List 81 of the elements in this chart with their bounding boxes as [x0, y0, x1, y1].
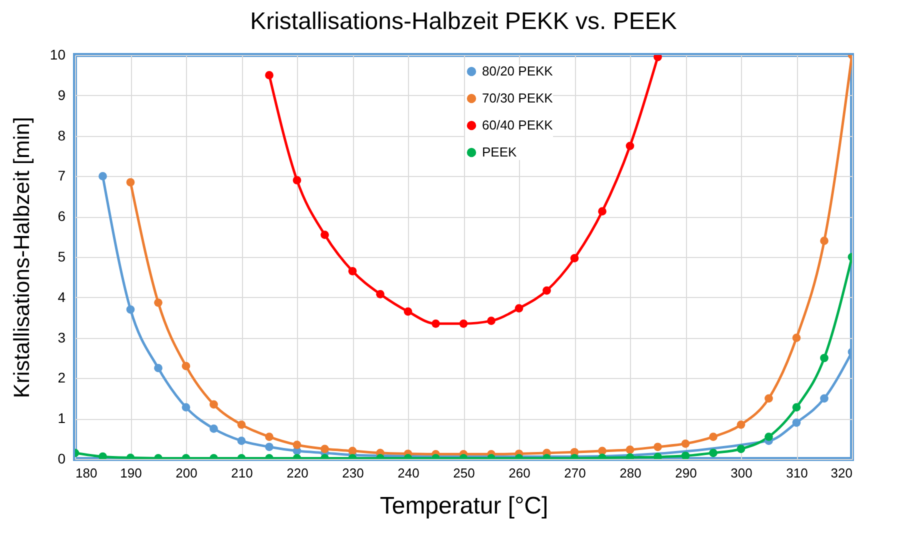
y-tick-label: 7 — [58, 168, 66, 184]
chart-title: Kristallisations-Halbzeit PEKK vs. PEEK — [250, 8, 677, 35]
point — [736, 444, 746, 454]
y-tick-label: 1 — [58, 410, 66, 426]
point — [376, 290, 384, 298]
legend-label: PEEK — [482, 144, 518, 160]
point — [820, 236, 828, 246]
point — [404, 307, 412, 316]
point — [237, 420, 246, 429]
x-tick-label: 230 — [342, 466, 364, 480]
point — [681, 452, 690, 459]
point — [598, 207, 606, 216]
x-tick-label: 220 — [286, 466, 308, 480]
x-tick-label: 250 — [453, 466, 475, 480]
x-tick-label: 290 — [675, 466, 697, 480]
point — [487, 316, 496, 326]
point — [98, 452, 107, 459]
y-tick-label: 5 — [58, 248, 66, 264]
y-tick-label: 9 — [58, 86, 66, 103]
x-tick-label: 260 — [508, 466, 530, 480]
point — [292, 440, 302, 450]
legend-label: 60/40 PEKK — [482, 118, 554, 132]
y-tick-label: 2 — [58, 370, 66, 386]
point — [182, 362, 190, 370]
x-tick-label: 180 — [76, 466, 98, 480]
point — [681, 439, 690, 448]
point — [542, 286, 551, 295]
point — [736, 420, 746, 429]
y-tick-label: 10 — [50, 46, 66, 62]
point — [626, 142, 634, 150]
point — [654, 442, 662, 452]
point — [154, 364, 162, 372]
y-tick-label: 0 — [58, 450, 66, 466]
x-tick-label: 310 — [786, 466, 808, 480]
point — [459, 319, 468, 328]
point — [265, 71, 274, 80]
point — [432, 319, 440, 328]
point — [709, 448, 718, 458]
point — [210, 424, 218, 433]
y-tick-label: 8 — [58, 127, 66, 144]
point — [320, 444, 329, 454]
point — [709, 432, 718, 441]
point — [292, 176, 302, 184]
point — [764, 394, 773, 403]
x-tick-label: 190 — [120, 466, 142, 480]
y-tick-label: 4 — [58, 288, 66, 305]
point — [154, 298, 162, 307]
point — [98, 172, 107, 180]
point — [598, 446, 606, 456]
point — [626, 446, 634, 454]
point — [265, 432, 274, 441]
y-tick-label: 6 — [58, 208, 66, 224]
x-tick-label: 270 — [564, 466, 586, 480]
point — [126, 178, 135, 186]
point — [792, 418, 801, 427]
point — [210, 400, 218, 409]
y-axis-title: Kristallisations-Halbzeit [min] — [8, 116, 34, 398]
point — [182, 403, 190, 412]
y-tick-label: 3 — [58, 329, 66, 346]
point — [126, 305, 135, 314]
x-tick-label: 210 — [231, 466, 253, 480]
point — [514, 304, 524, 312]
legend-label: 80/20 PEKK — [482, 64, 554, 78]
x-tick-label: 280 — [620, 466, 642, 480]
x-tick-label: 240 — [398, 466, 420, 480]
point — [348, 266, 357, 276]
point — [570, 254, 579, 262]
point — [764, 432, 773, 441]
x-tick-label: 300 — [730, 466, 752, 480]
point — [792, 334, 801, 342]
point — [792, 403, 801, 412]
point — [820, 394, 828, 403]
point — [265, 442, 274, 452]
point — [320, 230, 329, 239]
point — [820, 354, 828, 362]
legend-label: 70/30 PEKK — [482, 90, 554, 106]
point — [348, 446, 357, 456]
point — [237, 436, 246, 445]
x-tick-label: 320 — [830, 466, 852, 480]
x-tick-label: 200 — [176, 466, 198, 480]
x-axis-title: Temperatur [°C] — [380, 492, 548, 520]
